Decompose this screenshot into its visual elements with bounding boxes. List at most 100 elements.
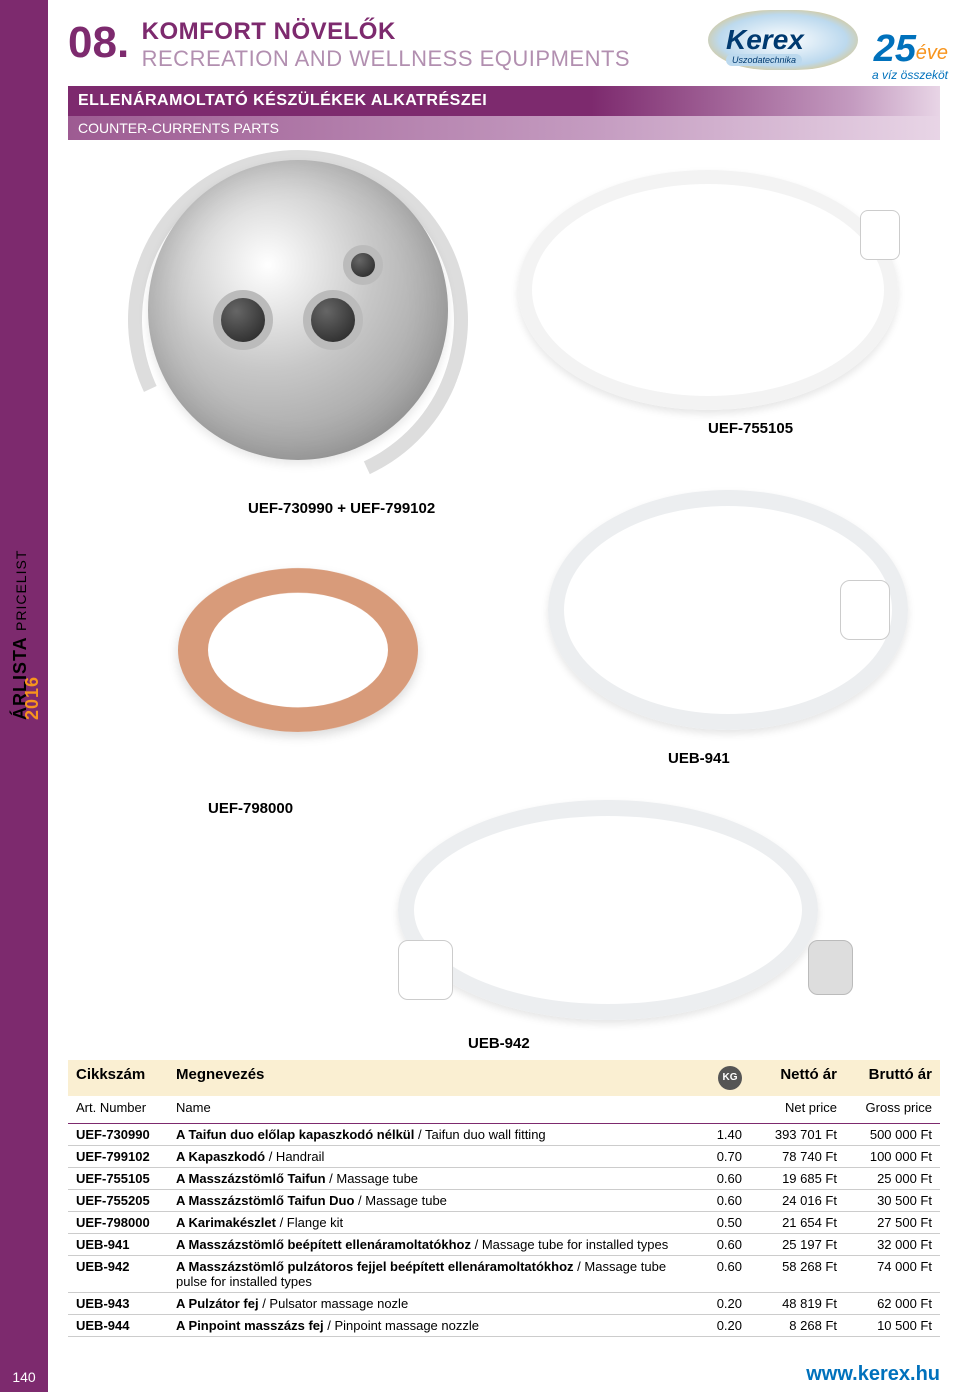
page-header: 08. KOMFORT NÖVELŐK RECREATION AND WELLN… — [48, 0, 960, 72]
cell-name: A Taifun duo előlap kapaszkodó nélkül / … — [176, 1127, 692, 1142]
sidebar-year: 2016 — [22, 676, 43, 720]
hose-connector-icon — [808, 940, 853, 995]
logo-tagline: a víz összeköt — [872, 68, 948, 82]
product-label: UEF-755105 — [708, 420, 793, 437]
hose-connector-icon — [398, 940, 453, 1000]
cell-net: 19 685 Ft — [742, 1171, 837, 1186]
title-en: RECREATION AND WELLNESS EQUIPMENTS — [142, 46, 630, 72]
cell-gross: 100 000 Ft — [837, 1149, 932, 1164]
cell-name: A Pinpoint masszázs fej / Pinpoint massa… — [176, 1318, 692, 1333]
cell-name: A Pulzátor fej / Pulsator massage nozle — [176, 1296, 692, 1311]
logo-brand-sub: Uszodatechnika — [726, 54, 802, 66]
cell-art: UEB-943 — [76, 1296, 176, 1311]
table-row: UEB-941A Masszázstömlő beépített ellenár… — [68, 1234, 940, 1256]
cell-net: 78 740 Ft — [742, 1149, 837, 1164]
cell-kg: 0.50 — [692, 1215, 742, 1230]
cell-name: A Masszázstömlő beépített ellenáramoltat… — [176, 1237, 692, 1252]
cell-gross: 74 000 Ft — [837, 1259, 932, 1274]
cell-net: 25 197 Ft — [742, 1237, 837, 1252]
table-row: UEF-755105A Masszázstömlő Taifun / Massa… — [68, 1168, 940, 1190]
th-gross: Bruttó ár — [837, 1066, 932, 1090]
product-hose-1 — [518, 170, 898, 410]
product-flange — [178, 568, 418, 732]
cell-kg: 0.60 — [692, 1237, 742, 1252]
th-net: Nettó ár — [742, 1066, 837, 1090]
jet-nozzle-icon — [303, 290, 363, 350]
weight-icon: KG — [718, 1066, 742, 1090]
cell-art: UEF-730990 — [76, 1127, 176, 1142]
cell-gross: 10 500 Ft — [837, 1318, 932, 1333]
brand-logo: Kerex Uszodatechnika 25 éve a víz összek… — [708, 10, 948, 100]
banner-en: COUNTER-CURRENTS PARTS — [68, 116, 940, 140]
cell-art: UEF-755105 — [76, 1171, 176, 1186]
cell-name: A Masszázstömlő pulzátoros fejjel beépít… — [176, 1259, 692, 1289]
cell-kg: 1.40 — [692, 1127, 742, 1142]
table-row: UEB-942A Masszázstömlő pulzátoros fejjel… — [68, 1256, 940, 1293]
cell-gross: 32 000 Ft — [837, 1237, 932, 1252]
cell-gross: 30 500 Ft — [837, 1193, 932, 1208]
th-net-en: Net price — [742, 1100, 837, 1115]
table-row: UEF-798000A Karimakészlet / Flange kit0.… — [68, 1212, 940, 1234]
cell-kg: 0.20 — [692, 1318, 742, 1333]
product-label: UEB-941 — [668, 750, 730, 767]
sidebar-sub: PRICELIST — [13, 550, 29, 631]
th-art: Cikkszám — [76, 1066, 176, 1090]
cell-net: 58 268 Ft — [742, 1259, 837, 1274]
cell-name: A Karimakészlet / Flange kit — [176, 1215, 692, 1230]
table-row: UEF-730990A Taifun duo előlap kapaszkodó… — [68, 1124, 940, 1146]
price-table: Cikkszám Megnevezés KG Nettó ár Bruttó á… — [68, 1060, 940, 1337]
th-name: Megnevezés — [176, 1066, 692, 1090]
cell-net: 393 701 Ft — [742, 1127, 837, 1142]
product-images: UEF-755105 UEF-730990 + UEF-799102 UEB-9… — [68, 140, 940, 1060]
th-art-en: Art. Number — [76, 1100, 176, 1115]
cell-art: UEF-798000 — [76, 1215, 176, 1230]
sidebar-label: ÁRLISTA PRICELIST 2016 — [10, 550, 31, 720]
table-row: UEF-799102A Kapaszkodó / Handrail0.7078 … — [68, 1146, 940, 1168]
table-header-en: Art. Number Name Net price Gross price — [68, 1096, 940, 1124]
hose-connector-icon — [860, 210, 900, 260]
cell-kg: 0.20 — [692, 1296, 742, 1311]
cell-art: UEB-941 — [76, 1237, 176, 1252]
cell-net: 48 819 Ft — [742, 1296, 837, 1311]
page-number: 140 — [0, 1362, 48, 1392]
cell-art: UEF-755205 — [76, 1193, 176, 1208]
th-gross-en: Gross price — [837, 1100, 932, 1115]
product-label: UEF-730990 + UEF-799102 — [248, 500, 435, 517]
product-label: UEB-942 — [468, 1035, 530, 1052]
logo-years: 25 — [874, 28, 916, 71]
th-kg: KG — [692, 1066, 742, 1090]
cell-gross: 25 000 Ft — [837, 1171, 932, 1186]
cell-net: 21 654 Ft — [742, 1215, 837, 1230]
website-url: www.kerex.hu — [806, 1363, 940, 1386]
cell-gross: 500 000 Ft — [837, 1127, 932, 1142]
hose-connector-icon — [840, 580, 890, 640]
section-number: 08. — [68, 18, 129, 68]
cell-net: 8 268 Ft — [742, 1318, 837, 1333]
cell-gross: 62 000 Ft — [837, 1296, 932, 1311]
cell-art: UEF-799102 — [76, 1149, 176, 1164]
cell-art: UEB-944 — [76, 1318, 176, 1333]
page-footer: 140 www.kerex.hu — [0, 1362, 960, 1392]
cell-name: A Masszázstömlő Taifun Duo / Massage tub… — [176, 1193, 692, 1208]
cell-kg: 0.60 — [692, 1259, 742, 1274]
jet-nozzle-icon — [213, 290, 273, 350]
table-row: UEB-944A Pinpoint masszázs fej / Pinpoin… — [68, 1315, 940, 1337]
cell-kg: 0.70 — [692, 1149, 742, 1164]
cell-net: 24 016 Ft — [742, 1193, 837, 1208]
title-hu: KOMFORT NÖVELŐK — [142, 18, 630, 46]
cell-gross: 27 500 Ft — [837, 1215, 932, 1230]
cell-name: A Masszázstömlő Taifun / Massage tube — [176, 1171, 692, 1186]
product-jet — [148, 160, 448, 460]
cell-kg: 0.60 — [692, 1171, 742, 1186]
table-row: UEB-943A Pulzátor fej / Pulsator massage… — [68, 1293, 940, 1315]
product-hose-3 — [398, 800, 818, 1020]
th-name-en: Name — [176, 1100, 692, 1115]
table-header-hu: Cikkszám Megnevezés KG Nettó ár Bruttó á… — [68, 1060, 940, 1096]
cell-name: A Kapaszkodó / Handrail — [176, 1149, 692, 1164]
logo-brand: Kerex — [726, 24, 804, 56]
jet-nozzle-icon — [343, 245, 383, 285]
table-row: UEF-755205A Masszázstömlő Taifun Duo / M… — [68, 1190, 940, 1212]
logo-years-label: éve — [916, 42, 948, 65]
cell-art: UEB-942 — [76, 1259, 176, 1274]
product-label: UEF-798000 — [208, 800, 293, 817]
